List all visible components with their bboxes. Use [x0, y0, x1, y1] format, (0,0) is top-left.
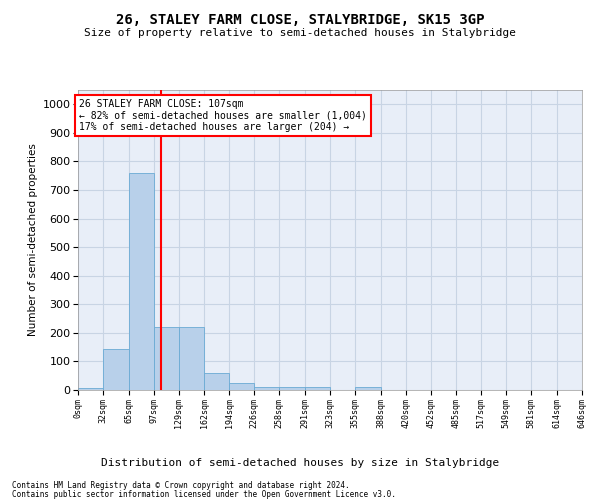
Bar — [254, 386, 279, 390]
Text: Size of property relative to semi-detached houses in Stalybridge: Size of property relative to semi-detach… — [84, 28, 516, 38]
Bar — [179, 327, 205, 390]
Bar — [154, 327, 179, 390]
Text: Distribution of semi-detached houses by size in Stalybridge: Distribution of semi-detached houses by … — [101, 458, 499, 468]
Text: 26 STALEY FARM CLOSE: 107sqm
← 82% of semi-detached houses are smaller (1,004)
1: 26 STALEY FARM CLOSE: 107sqm ← 82% of se… — [79, 98, 367, 132]
Text: Contains HM Land Registry data © Crown copyright and database right 2024.: Contains HM Land Registry data © Crown c… — [12, 481, 350, 490]
Bar — [229, 383, 254, 390]
Bar — [103, 348, 129, 390]
Text: 26, STALEY FARM CLOSE, STALYBRIDGE, SK15 3GP: 26, STALEY FARM CLOSE, STALYBRIDGE, SK15… — [116, 12, 484, 26]
Bar — [78, 388, 103, 390]
Y-axis label: Number of semi-detached properties: Number of semi-detached properties — [28, 144, 38, 336]
Bar — [205, 373, 229, 390]
Text: Contains public sector information licensed under the Open Government Licence v3: Contains public sector information licen… — [12, 490, 396, 499]
Bar — [355, 387, 381, 390]
Bar — [129, 173, 154, 390]
Bar — [279, 387, 305, 390]
Bar — [305, 387, 330, 390]
